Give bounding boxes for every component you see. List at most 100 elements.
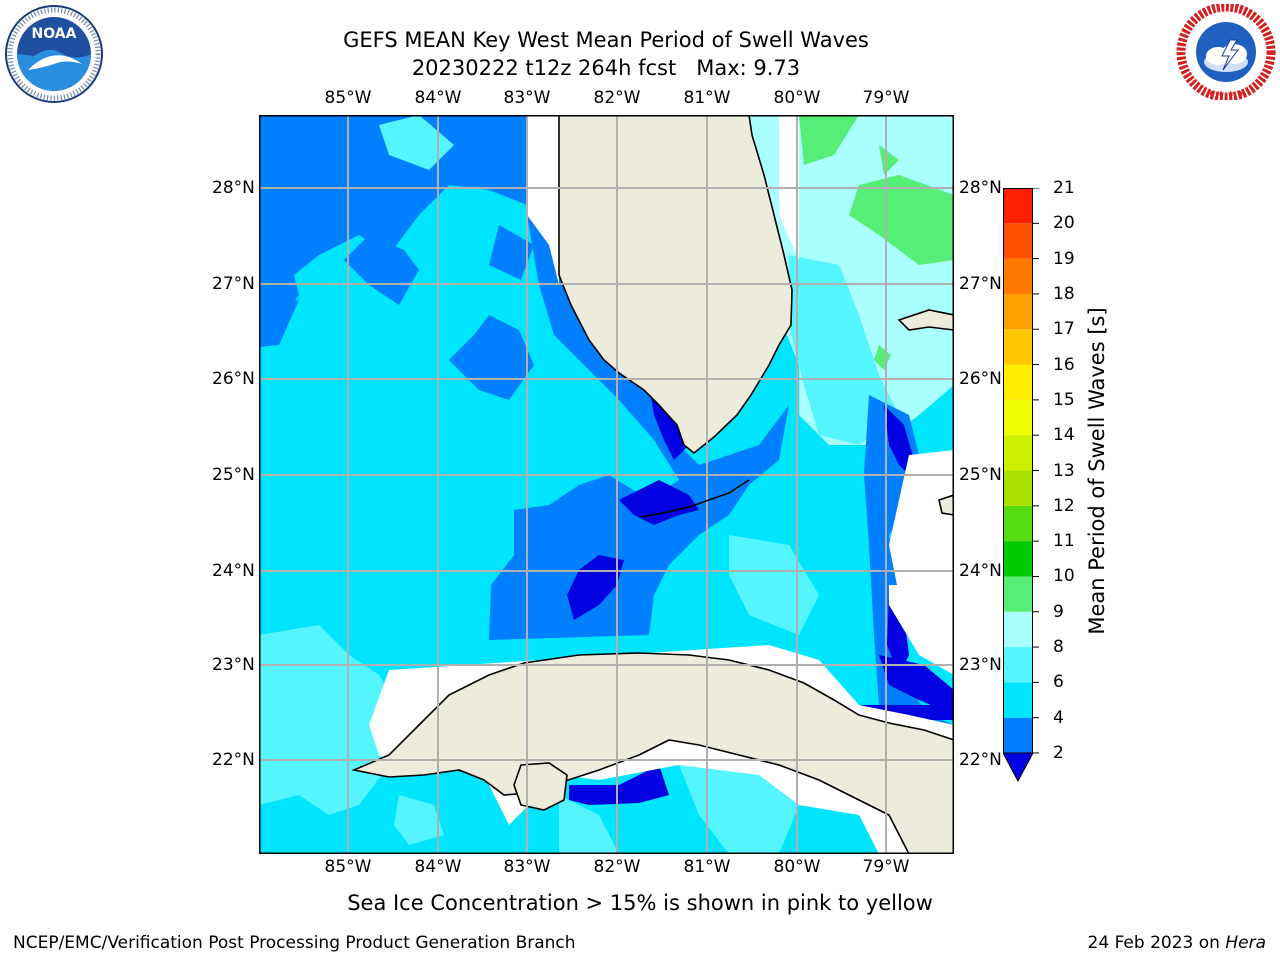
latitude-label-left: 25°N <box>212 465 255 485</box>
land-bahamas <box>938 494 954 516</box>
longitude-label-bottom: 79°W <box>862 857 910 877</box>
latitude-label-right: 27°N <box>959 274 1002 294</box>
footer-date-text: 24 Feb 2023 on <box>1087 933 1226 953</box>
sea-ice-note: Sea Ice Concentration > 15% is shown in … <box>347 891 933 915</box>
latitude-label-right: 23°N <box>959 655 1002 675</box>
field-light-cyan <box>394 795 444 845</box>
colorbar-label: Mean Period of Swell Waves [s] <box>1085 307 1109 635</box>
colorbar-band <box>1003 188 1033 224</box>
land-bahamas <box>897 309 954 331</box>
field-green <box>879 145 899 175</box>
latitude-label-left: 27°N <box>212 274 255 294</box>
field-light-cyan <box>379 115 454 170</box>
colorbar-tick-label: 21 <box>1053 178 1075 198</box>
longitude-label-top: 80°W <box>773 88 821 108</box>
latitude-label-left: 23°N <box>212 655 255 675</box>
footer-host: Hera <box>1225 933 1266 953</box>
colorbar-tick-label: 11 <box>1053 531 1075 552</box>
chart-subtitle: 20230222 t12z 264h fcst Max: 9.73 <box>411 56 801 80</box>
field-green <box>849 175 954 265</box>
longitude-label-bottom: 85°W <box>324 857 372 877</box>
latitude-label-right: 28°N <box>959 178 1002 198</box>
longitude-label-bottom: 84°W <box>414 857 462 877</box>
colorbar-tick-label: 8 <box>1053 637 1064 658</box>
longitude-label-bottom: 82°W <box>593 857 641 877</box>
colorbar-band <box>1003 611 1033 648</box>
colorbar-band <box>1003 399 1033 436</box>
colorbar-band <box>1003 541 1033 577</box>
colorbar-tick-label: 17 <box>1053 319 1075 340</box>
longitude-label-top: 81°W <box>683 88 731 108</box>
colorbar-band <box>1003 682 1033 718</box>
longitude-label-bottom: 80°W <box>773 857 821 877</box>
field-blue <box>489 215 789 640</box>
no-data-area <box>889 450 954 595</box>
colorbar-band <box>1003 505 1033 542</box>
colorbar-tick-label: 13 <box>1053 460 1075 481</box>
colorbar-band <box>1003 470 1033 506</box>
field-blue <box>344 235 419 305</box>
nws-logo: ★ ★ ★ ★ <box>1176 4 1276 100</box>
field-blue <box>259 300 299 347</box>
colorbar-tick-label: 20 <box>1053 213 1075 234</box>
footer-date: 24 Feb 2023 on Hera <box>1088 933 1266 953</box>
colorbar-band <box>1003 717 1033 753</box>
colorbar-band <box>1003 293 1033 330</box>
longitude-label-bottom: 81°W <box>683 857 731 877</box>
field-blue <box>259 115 527 350</box>
noaa-logo: NOAA <box>5 5 103 103</box>
colorbar-tick-label: 14 <box>1053 425 1075 446</box>
latitude-label-left: 28°N <box>212 178 255 198</box>
colorbar-band <box>1003 258 1033 294</box>
colorbar-tick-label: 2 <box>1053 743 1064 763</box>
colorbar-tick-label: 19 <box>1053 248 1075 269</box>
colorbar-tick-label: 18 <box>1053 283 1075 304</box>
latitude-label-left: 24°N <box>212 561 255 581</box>
field-light-cyan <box>559 795 619 854</box>
latitude-label-right: 24°N <box>959 561 1002 581</box>
colorbar-tick-label: 4 <box>1053 707 1064 728</box>
chart-title: GEFS MEAN Key West Mean Period of Swell … <box>343 28 869 52</box>
longitude-label-top: 79°W <box>862 88 910 108</box>
florida-keys <box>638 479 750 518</box>
field-dark-blue <box>569 765 669 805</box>
no-data-area <box>889 585 954 675</box>
latitude-label-right: 25°N <box>959 465 1002 485</box>
map-panel <box>259 115 954 854</box>
colorbar-band <box>1003 223 1033 259</box>
field-green <box>799 115 859 165</box>
footer-credit: NCEP/EMC/Verification Post Processing Pr… <box>13 933 576 953</box>
latitude-label-left: 26°N <box>212 369 255 389</box>
colorbar-band <box>1003 329 1033 365</box>
noaa-logo-text: NOAA <box>32 26 77 42</box>
map-frame <box>259 115 954 854</box>
colorbar-under-triangle <box>1003 752 1034 783</box>
longitude-label-top: 83°W <box>503 88 551 108</box>
field-dark-blue <box>884 405 914 475</box>
longitude-label-top: 82°W <box>593 88 641 108</box>
land-isla-juventud <box>513 762 568 811</box>
colorbar-tick-label: 6 <box>1053 672 1064 693</box>
colorbar-tick-label: 10 <box>1053 566 1075 587</box>
latitude-label-left: 22°N <box>212 750 255 770</box>
colorbar-band <box>1003 364 1033 400</box>
colorbar-tick-label: 9 <box>1053 601 1064 622</box>
field-dark-blue <box>619 480 699 525</box>
no-data-area <box>527 115 559 285</box>
colorbar <box>1003 188 1039 783</box>
latitude-label-right: 22°N <box>959 750 1002 770</box>
longitude-label-top: 84°W <box>414 88 462 108</box>
colorbar-frame <box>1003 188 1033 754</box>
colorbar-band <box>1003 435 1033 471</box>
field-blue <box>489 225 534 280</box>
svg-text:★ ★ ★ ★: ★ ★ ★ ★ <box>1208 89 1244 98</box>
latitude-label-right: 26°N <box>959 369 1002 389</box>
colorbar-band <box>1003 576 1033 612</box>
longitude-label-bottom: 83°W <box>503 857 551 877</box>
colorbar-tick-label: 16 <box>1053 354 1075 375</box>
longitude-label-top: 85°W <box>324 88 372 108</box>
colorbar-band <box>1003 647 1033 683</box>
field-dark-blue <box>879 655 954 715</box>
colorbar-tick-label: 15 <box>1053 389 1075 410</box>
colorbar-tick-label: 12 <box>1053 495 1075 516</box>
